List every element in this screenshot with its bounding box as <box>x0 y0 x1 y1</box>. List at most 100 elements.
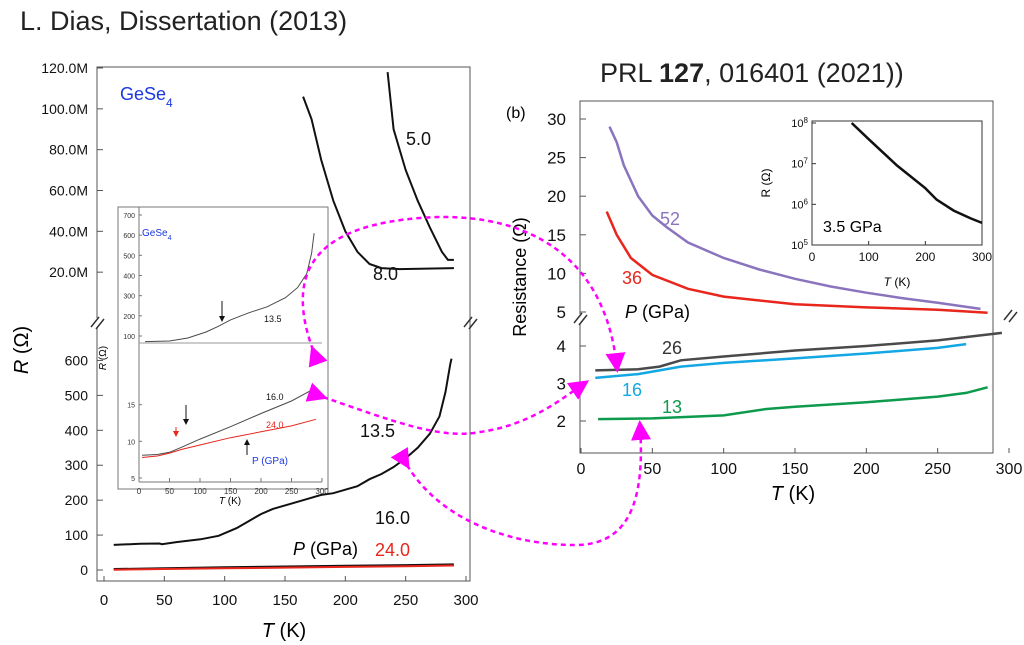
left-inset-ylabel-var: R <box>98 363 109 370</box>
right-inset-ylabel: R (Ω) <box>759 169 773 198</box>
left-series-line-5.0 <box>386 71 454 261</box>
right-x-tick-label: 100 <box>710 461 737 478</box>
left-x-tick-label: 0 <box>100 592 108 609</box>
right-series-label: 52 <box>660 209 680 229</box>
left-yl-tick-label: 300 <box>65 457 89 473</box>
right-inset-y-tick-exp: 7 <box>804 156 809 165</box>
right-heading-volume: 127 <box>659 58 704 88</box>
left-inset-series-line-13.5 <box>145 233 315 343</box>
right-plot-frame <box>579 100 994 454</box>
right-inset-y-tick-label: 106 <box>791 197 808 212</box>
left-main-chart: 0 50 100 150 200 250 30020.0M40.0M60.0M80.0M10… <box>41 60 478 609</box>
right-yu-tick-label: 25 <box>547 149 566 168</box>
left-inset-yu-tick-label: 700 <box>123 213 135 220</box>
right-inset-x-tick-label: 0 <box>809 250 816 264</box>
left-inset-arrow-24-0 <box>173 427 179 437</box>
right-pressure-var: P <box>625 302 637 322</box>
right-series-line-52 <box>608 126 981 311</box>
right-inset-x-tick-label: 100 <box>859 250 879 264</box>
right-inset-pressure-note: 3.5 GPa <box>823 219 882 236</box>
left-yu-tick-label: 120.0M <box>41 60 88 76</box>
right-yl-tick-label: 4 <box>557 337 566 356</box>
left-inset-x-tick-label: 150 <box>224 487 238 496</box>
right-inset-xlabel-unit: (K) <box>891 275 910 289</box>
right-yu-tick-label: 10 <box>547 264 566 283</box>
right-inset-y-tick-base: 10 <box>791 118 803 130</box>
right-series-label: 16 <box>622 380 642 400</box>
right-series-line-36 <box>605 211 988 315</box>
right-series-line-26 <box>595 331 1003 372</box>
right-xlabel: T (K) <box>771 483 815 505</box>
left-axis-break-right <box>463 316 478 330</box>
left-yl-tick-label: 400 <box>65 422 89 438</box>
left-inset-xlabel-unit: (K) <box>225 496 241 507</box>
left-inset-yu-tick-label: 400 <box>123 274 135 281</box>
right-yl-tick-label: 3 <box>557 375 566 394</box>
right-x-tick-label: 150 <box>782 461 809 478</box>
right-axis-break-right <box>1003 309 1018 323</box>
right-x-tick-label: 0 <box>577 461 586 478</box>
right-panel-label: (b) <box>506 105 526 122</box>
left-inset-chart: 0 50 100 150 200 250 300 100 200 300 400 500 600 700 5… <box>123 207 329 496</box>
right-yl-tick-label: 2 <box>557 412 566 431</box>
left-yl-tick-label: 200 <box>65 492 89 508</box>
right-series-label: 26 <box>662 338 682 358</box>
left-axis-break <box>90 316 105 330</box>
right-series-label: 13 <box>662 397 682 417</box>
left-yl-tick-label: 0 <box>80 562 88 578</box>
right-pressure-label: P (GPa) <box>625 302 690 322</box>
left-pressure-var: P <box>293 539 305 559</box>
left-pressure-label: P (GPa) <box>293 539 358 559</box>
left-inset-yl-tick-label: 10 <box>127 439 135 446</box>
right-yu-tick-label: 30 <box>547 110 566 129</box>
left-yu-tick-label: 60.0M <box>49 183 88 199</box>
left-inset-yl-tick-label: 15 <box>127 403 135 410</box>
left-inset-series-line-24.0 <box>142 418 317 458</box>
left-inset-arrow-16-0 <box>183 405 189 425</box>
right-inset-y-tick-label: 108 <box>791 116 808 131</box>
left-series-line-8.0 <box>302 96 454 271</box>
right-ylabel: Resistance (Ω) <box>510 217 530 337</box>
left-inset-x-tick-label: 50 <box>165 487 174 496</box>
left-inset-arrow-pressure <box>244 439 250 455</box>
left-yl-tick-label: 100 <box>65 527 89 543</box>
left-inset-x-tick-label: 300 <box>315 487 329 496</box>
left-x-tick-label: 50 <box>156 592 173 609</box>
right-series-line-16 <box>595 342 967 380</box>
left-ylabel: R (Ω) <box>11 326 33 374</box>
left-inset-x-tick-label: 250 <box>285 487 299 496</box>
right-xlabel-unit: (K) <box>783 483 815 505</box>
left-yl-tick-label: 500 <box>65 387 89 403</box>
left-series-label: 8.0 <box>373 264 398 284</box>
right-inset-xlabel-var: T <box>884 275 893 289</box>
left-yu-tick-label: 20.0M <box>49 264 88 280</box>
right-heading-prefix: PRL <box>600 58 659 88</box>
left-sample-label-base: GeSe <box>120 84 166 104</box>
right-inset-y-tick-base: 10 <box>791 159 803 171</box>
right-heading: PRL 127, 016401 (2021)) <box>600 58 904 88</box>
left-inset-series-line-16.0 <box>142 387 317 456</box>
left-inset-pressure-unit: (GPa) <box>259 456 288 467</box>
right-heading-suffix: , 016401 (2021)) <box>704 58 904 88</box>
left-inset-sample-sub: 4 <box>168 235 172 242</box>
left-inset-yu-tick-label: 600 <box>123 233 135 240</box>
left-ylabel-unit: (Ω) <box>11 326 33 360</box>
left-inset-series-label: 16.0 <box>266 392 284 402</box>
left-inset-x-tick-label: 100 <box>193 487 207 496</box>
left-x-tick-label: 200 <box>333 592 358 609</box>
right-axis-break <box>573 312 588 326</box>
right-axis-gap <box>575 314 587 324</box>
left-x-tick-label: 150 <box>272 592 297 609</box>
right-inset-y-tick-label: 107 <box>791 156 808 171</box>
right-yu-tick-label: 5 <box>557 303 566 322</box>
arrow-inset-to-26gpa <box>301 215 626 373</box>
right-x-tick-label: 200 <box>853 461 880 478</box>
left-x-tick-label: 250 <box>393 592 418 609</box>
left-inset-x-tick-label: 0 <box>137 487 142 496</box>
left-inset-arrow-13-5 <box>219 301 225 322</box>
left-inset-sample-base: GeSe <box>142 228 168 239</box>
left-xlabel-unit: (K) <box>274 620 306 642</box>
right-inset-y-tick-exp: 8 <box>804 116 809 125</box>
